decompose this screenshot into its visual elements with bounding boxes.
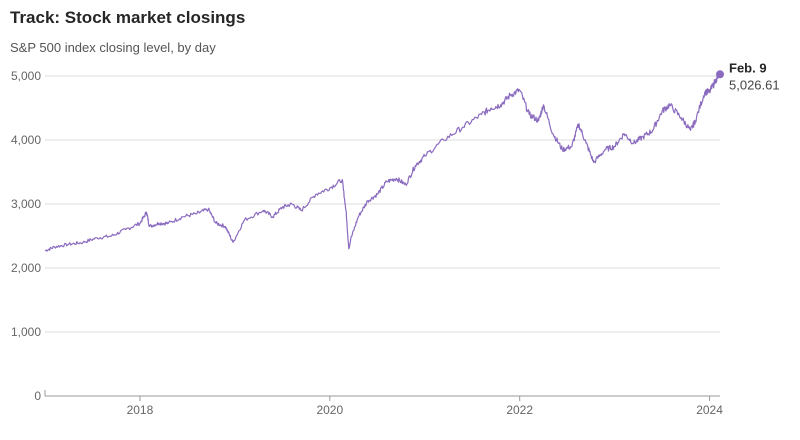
y-tick-label: 4,000 — [11, 133, 41, 147]
endpoint-marker — [716, 70, 724, 79]
y-tick-label: 0 — [34, 389, 41, 403]
y-tick-label: 3,000 — [11, 197, 41, 211]
chart-title: Track: Stock market closings — [10, 8, 246, 27]
x-tick-label: 2020 — [316, 403, 343, 417]
x-tick-label: 2022 — [506, 403, 533, 417]
annotation-date: Feb. 9 — [729, 60, 767, 75]
y-tick-label: 1,000 — [11, 325, 41, 339]
x-tick-label: 2024 — [696, 403, 723, 417]
chart-subtitle: S&P 500 index closing level, by day — [10, 40, 216, 55]
y-tick-label: 2,000 — [11, 261, 41, 275]
x-tick-label: 2018 — [127, 403, 154, 417]
series-line-sp500 — [44, 70, 721, 252]
y-tick-label: 5,000 — [11, 69, 41, 83]
annotation-value: 5,026.61 — [729, 77, 780, 92]
